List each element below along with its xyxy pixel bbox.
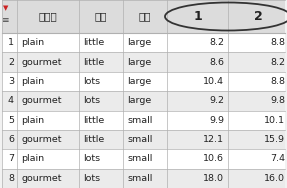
Text: 5: 5 (8, 116, 14, 125)
Text: 7: 7 (8, 154, 14, 163)
Text: 油量: 油量 (95, 11, 107, 21)
Text: 9.9: 9.9 (209, 116, 224, 125)
Text: 8: 8 (8, 174, 14, 183)
Text: large: large (127, 96, 151, 105)
Text: gourmet: gourmet (21, 58, 61, 67)
Text: lots: lots (83, 174, 100, 183)
Bar (2, 52, 285, 72)
Text: small: small (127, 116, 152, 125)
Text: 10.6: 10.6 (203, 154, 224, 163)
Text: plain: plain (21, 77, 44, 86)
Text: lots: lots (83, 77, 100, 86)
Text: 1: 1 (193, 10, 202, 23)
Text: 9.8: 9.8 (270, 96, 285, 105)
Text: gourmet: gourmet (21, 96, 61, 105)
Text: lots: lots (83, 96, 100, 105)
Text: gourmet: gourmet (21, 135, 61, 144)
Bar (2, 33, 285, 52)
Text: 1: 1 (8, 38, 14, 47)
Text: 8.8: 8.8 (270, 77, 285, 86)
Text: little: little (83, 38, 104, 47)
Text: lots: lots (83, 154, 100, 163)
Text: plain: plain (21, 38, 44, 47)
Text: ▼: ▼ (3, 5, 9, 11)
Text: 8.6: 8.6 (209, 58, 224, 67)
Text: 爆米花: 爆米花 (39, 11, 57, 21)
Text: 10.4: 10.4 (203, 77, 224, 86)
Text: gourmet: gourmet (21, 174, 61, 183)
Text: 8.2: 8.2 (209, 38, 224, 47)
Text: 4: 4 (8, 96, 14, 105)
Text: large: large (127, 58, 151, 67)
Bar (2, 149, 285, 169)
Text: 3: 3 (8, 77, 14, 86)
Text: plain: plain (21, 154, 44, 163)
Text: 9.2: 9.2 (209, 96, 224, 105)
Text: plain: plain (21, 116, 44, 125)
Text: little: little (83, 58, 104, 67)
Text: 6: 6 (8, 135, 14, 144)
Text: 12.1: 12.1 (203, 135, 224, 144)
Text: large: large (127, 38, 151, 47)
Text: small: small (127, 174, 152, 183)
Text: large: large (127, 77, 151, 86)
Text: little: little (83, 135, 104, 144)
Text: ≡: ≡ (1, 17, 9, 26)
Bar (2, 91, 285, 111)
Text: 18.0: 18.0 (203, 174, 224, 183)
Bar (2, 130, 285, 149)
Text: 2: 2 (254, 10, 263, 23)
Text: 8.8: 8.8 (270, 38, 285, 47)
Text: 16.0: 16.0 (264, 174, 285, 183)
Bar (2, 0, 285, 33)
Bar (2, 72, 285, 91)
Text: 7.4: 7.4 (270, 154, 285, 163)
Text: 8.2: 8.2 (270, 58, 285, 67)
Text: 包型: 包型 (139, 11, 151, 21)
Bar (2, 169, 285, 188)
Text: little: little (83, 116, 104, 125)
Text: 2: 2 (8, 58, 14, 67)
Text: small: small (127, 154, 152, 163)
Bar (2, 111, 285, 130)
Text: 15.9: 15.9 (264, 135, 285, 144)
Text: 10.1: 10.1 (264, 116, 285, 125)
Text: small: small (127, 135, 152, 144)
